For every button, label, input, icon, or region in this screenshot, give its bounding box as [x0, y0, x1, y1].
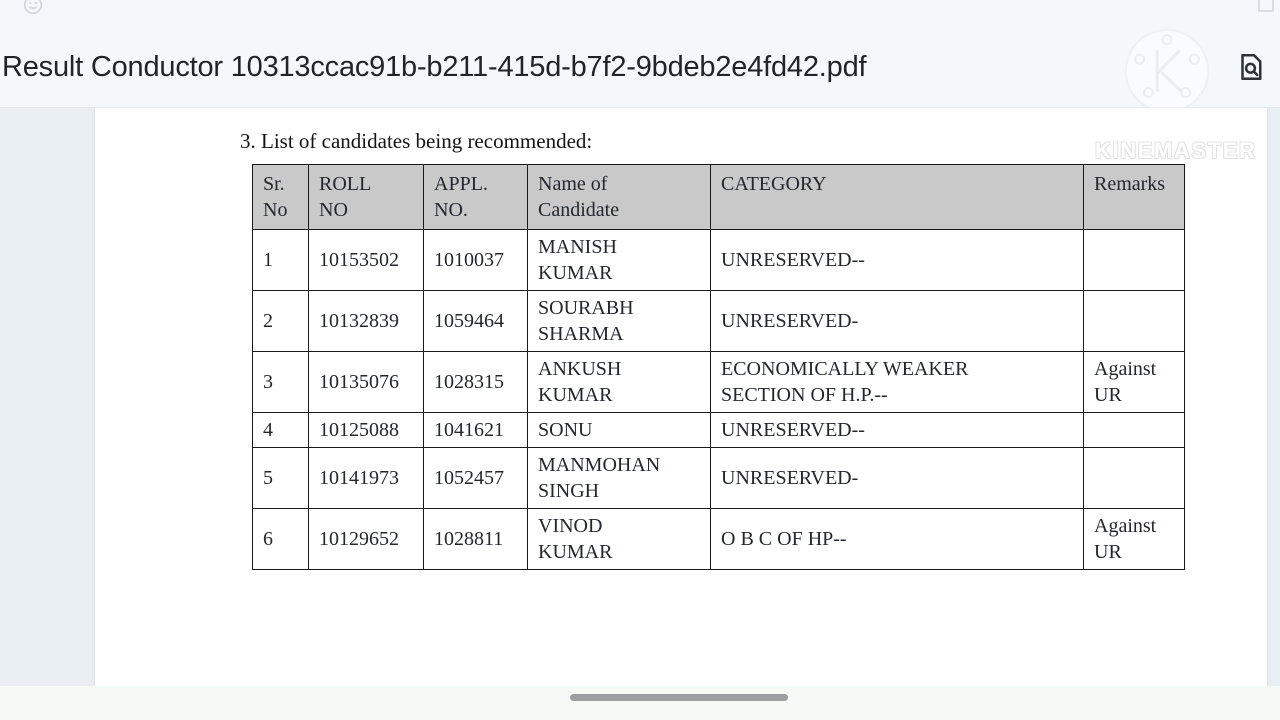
cell-category: UNRESERVED- — [710, 447, 1084, 509]
pdf-page-viewport[interactable]: KINEMASTER 3. List of candidates being r… — [0, 108, 1280, 720]
header-line-1: APPL. — [434, 173, 488, 195]
cell-appl-no: 1041621 — [423, 412, 528, 448]
table-row: 4 10125088 1041621 SONU UNRESERVED-- — [252, 412, 1185, 448]
cell-candidate-name: SONU — [527, 412, 711, 448]
table-row: 5 10141973 1052457 MANMOHAN SINGH UNRESE… — [252, 447, 1185, 509]
kinemaster-wordmark: KINEMASTER — [1095, 138, 1257, 163]
cell-remarks — [1083, 290, 1185, 352]
category-line-1: UNRESERVED-- — [721, 419, 865, 441]
pdf-page: KINEMASTER 3. List of candidates being r… — [95, 108, 1267, 686]
cell-roll-no: 10132839 — [308, 290, 424, 352]
cell-appl-no: 1059464 — [423, 290, 528, 352]
name-line-1: SOURABH — [538, 297, 634, 319]
name-line-2: KUMAR — [538, 541, 613, 563]
category-line-2: SECTION OF H.P.-- — [721, 384, 888, 406]
category-line-1: UNRESERVED-- — [721, 249, 865, 271]
name-line-2: KUMAR — [538, 384, 613, 406]
header-line-1: Remarks — [1094, 173, 1166, 195]
cell-category: O B C OF HP-- — [710, 508, 1084, 570]
header-line-2: NO — [319, 199, 348, 221]
cell-roll-no: 10135076 — [308, 351, 424, 413]
cell-roll-no: 10129652 — [308, 508, 424, 570]
cell-category: UNRESERVED- — [710, 290, 1084, 352]
name-line-2: SINGH — [538, 480, 600, 502]
cell-appl-no: 1052457 — [423, 447, 528, 509]
cell-sr-no: 4 — [252, 412, 309, 448]
cell-candidate-name: MANISH KUMAR — [527, 229, 711, 291]
column-header-category: CATEGORY — [710, 164, 1084, 230]
cell-remarks — [1083, 412, 1185, 448]
table-row: 6 10129652 1028811 VINOD KUMAR O B C OF … — [252, 508, 1185, 570]
name-line-1: SONU — [538, 419, 593, 441]
remarks-line-1: Against — [1094, 515, 1157, 537]
page-title: Result Conductor 10313ccac91b-b211-415d-… — [2, 51, 867, 83]
cell-category: ECONOMICALLY WEAKER SECTION OF H.P.-- — [710, 351, 1084, 413]
table-row: 3 10135076 1028315 ANKUSH KUMAR ECONOMIC… — [252, 351, 1185, 413]
category-line-1: O B C OF HP-- — [721, 528, 847, 550]
header-line-2: NO. — [434, 199, 468, 221]
cell-sr-no: 6 — [252, 508, 309, 570]
cell-roll-no: 10141973 — [308, 447, 424, 509]
header-line-2: Candidate — [538, 199, 620, 221]
cell-remarks — [1083, 229, 1185, 291]
name-line-1: ANKUSH — [538, 358, 622, 380]
header-line-1: Sr. — [263, 173, 285, 195]
cell-sr-no: 5 — [252, 447, 309, 509]
section-heading: 3. List of candidates being recommended: — [240, 129, 593, 153]
category-line-1: UNRESERVED- — [721, 310, 859, 332]
candidates-table: Sr. No ROLL NO APPL. NO. Name of — [252, 164, 1185, 570]
name-line-1: MANMOHAN — [538, 454, 661, 476]
header-line-1: Name of — [538, 173, 608, 195]
cell-appl-no: 1028315 — [423, 351, 528, 413]
cell-category: UNRESERVED-- — [710, 412, 1084, 448]
cell-sr-no: 3 — [252, 351, 309, 413]
name-line-1: VINOD — [538, 515, 603, 537]
cell-candidate-name: ANKUSH KUMAR — [527, 351, 711, 413]
cell-remarks: Against UR — [1083, 508, 1185, 570]
column-header-name-of-candidate: Name of Candidate — [527, 164, 711, 230]
column-header-remarks: Remarks — [1083, 164, 1185, 230]
cell-category: UNRESERVED-- — [710, 229, 1084, 291]
cell-candidate-name: VINOD KUMAR — [527, 508, 711, 570]
cell-remarks: Against UR — [1083, 351, 1185, 413]
viewer-bottom-padding — [0, 686, 1280, 720]
remarks-line-1: Against — [1094, 358, 1157, 380]
table-row: 2 10132839 1059464 SOURABH SHARMA UNRESE… — [252, 290, 1185, 352]
battery-icon — [1258, 0, 1274, 12]
cell-remarks — [1083, 447, 1185, 509]
cell-candidate-name: MANMOHAN SINGH — [527, 447, 711, 509]
horizontal-scrollbar[interactable] — [0, 690, 1280, 706]
column-header-appl-no: APPL. NO. — [423, 164, 528, 230]
cell-sr-no: 1 — [252, 229, 309, 291]
cell-roll-no: 10153502 — [308, 229, 424, 291]
header-line-1: CATEGORY — [721, 173, 827, 195]
cell-appl-no: 1010037 — [423, 229, 528, 291]
status-notification-icon — [22, 0, 44, 16]
column-header-sr-no: Sr. No — [252, 164, 309, 230]
column-header-roll-no: ROLL NO — [308, 164, 424, 230]
table-header-row: Sr. No ROLL NO APPL. NO. Name of — [252, 164, 1185, 230]
header-line-1: ROLL — [319, 173, 372, 195]
scrollbar-thumb[interactable] — [570, 694, 788, 701]
name-line-1: MANISH — [538, 236, 617, 258]
cell-sr-no: 2 — [252, 290, 309, 352]
table-row: 1 10153502 1010037 MANISH KUMAR UNRESERV… — [252, 229, 1185, 291]
header-line-2: No — [263, 199, 288, 221]
cell-roll-no: 10125088 — [308, 412, 424, 448]
name-line-2: KUMAR — [538, 262, 613, 284]
remarks-line-2: UR — [1094, 541, 1122, 563]
kinemaster-logo-icon — [1118, 22, 1216, 120]
category-line-1: ECONOMICALLY WEAKER — [721, 358, 969, 380]
cell-appl-no: 1028811 — [423, 508, 528, 570]
category-line-1: UNRESERVED- — [721, 467, 859, 489]
cell-candidate-name: SOURABH SHARMA — [527, 290, 711, 352]
document-search-icon[interactable] — [1228, 44, 1274, 90]
app-header-bar: Result Conductor 10313ccac91b-b211-415d-… — [0, 0, 1280, 114]
remarks-line-2: UR — [1094, 384, 1122, 406]
status-bar — [0, 0, 1280, 22]
name-line-2: SHARMA — [538, 323, 624, 345]
